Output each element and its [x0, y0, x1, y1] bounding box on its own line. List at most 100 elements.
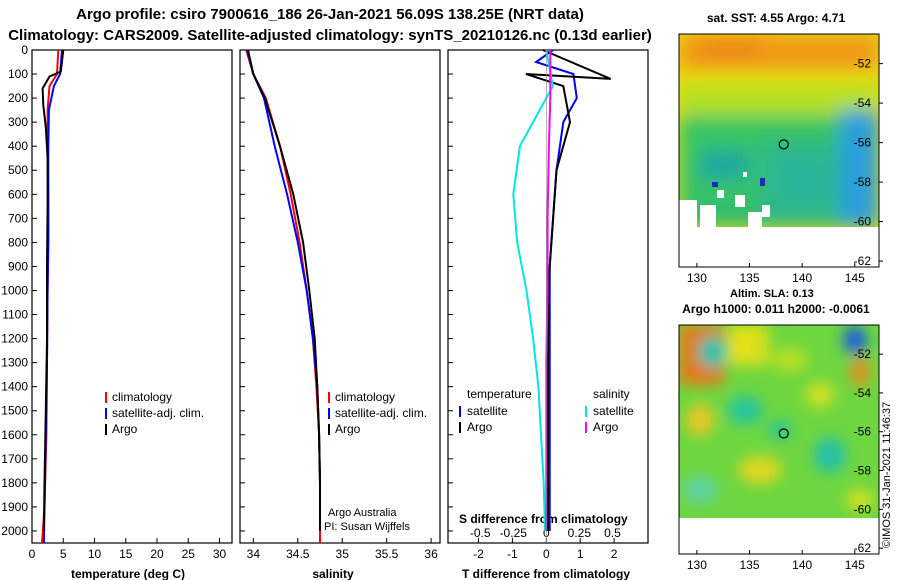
x-tick-label-secondary: 0.5 — [604, 526, 621, 540]
map-y-tick-label: -54 — [854, 96, 872, 110]
salinity-panel-frame — [239, 49, 441, 544]
map-x-tick-label: 145 — [845, 271, 865, 285]
map-y-tick-label: -60 — [854, 502, 872, 516]
x-tick-label: 5 — [60, 547, 67, 561]
map-y-tick-label: -52 — [854, 347, 872, 361]
x-tick-label: -1 — [507, 547, 518, 561]
series-line-argo — [247, 49, 321, 531]
sla-map-title-line2: Argo h1000: 0.011 h2000: -0.0061 — [682, 302, 870, 316]
y-tick-label: 600 — [8, 187, 28, 201]
legend-swatch-satellite — [105, 408, 107, 419]
x-tick-label: 15 — [119, 547, 133, 561]
legend-swatch-climatology — [328, 392, 330, 403]
map-x-tick-label: 135 — [740, 271, 760, 285]
x-tick-label: 20 — [150, 547, 164, 561]
legend-swatch-argo — [105, 424, 107, 435]
legend-swatch-sal-argo — [585, 422, 587, 433]
sla-map-title-line1: Altim. SLA: 0.13 — [730, 288, 814, 300]
x-tick-label: 1 — [577, 547, 584, 561]
y-tick-label: 100 — [8, 67, 28, 81]
difference-panel-frame — [447, 49, 649, 544]
map-x-tick-label: 140 — [792, 558, 812, 572]
map-x-tick-label: 135 — [740, 558, 760, 572]
legend-swatch-argo — [328, 424, 330, 435]
x-tick-label: 34.5 — [286, 547, 310, 561]
legend-title-salinity: salinity — [593, 387, 630, 401]
y-tick-label: 700 — [8, 211, 28, 225]
legend-swatch-temp-argo — [459, 422, 461, 433]
map-y-tick-label: -56 — [854, 425, 872, 439]
y-tick-label: 1700 — [1, 452, 28, 466]
x-axis-label-temperature: temperature (deg C) — [71, 567, 185, 580]
x-axis-label-salinity: salinity — [312, 567, 354, 580]
map-y-tick-label: -52 — [854, 57, 872, 71]
y-tick-label: 1500 — [1, 404, 28, 418]
y-tick-label: 1200 — [1, 332, 28, 346]
sst-map-nodata — [679, 227, 879, 267]
sst-ice-gaps — [679, 172, 770, 227]
x-tick-label: 35 — [336, 547, 350, 561]
x-tick-label-secondary: -0.5 — [470, 526, 491, 540]
map-y-tick-label: -60 — [854, 215, 872, 229]
map-x-tick-label: 145 — [845, 558, 865, 572]
y-tick-label: 900 — [8, 259, 28, 273]
map-y-tick-label: -58 — [854, 464, 872, 478]
sla-map-nodata — [679, 518, 879, 554]
y-tick-label: 400 — [8, 139, 28, 153]
y-tick-label: 1400 — [1, 380, 28, 394]
y-tick-label: 1100 — [2, 308, 28, 322]
map-y-tick-label: -54 — [854, 386, 872, 400]
y-tick-label: 1600 — [1, 428, 28, 442]
y-tick-label: 200 — [8, 91, 28, 105]
sla-map-field — [679, 325, 879, 518]
annotation-line: PI: Susan Wijffels — [324, 521, 410, 533]
x-tick-label: 0 — [29, 547, 36, 561]
legend-swatch-temp-satellite — [459, 406, 461, 417]
x-tick-label: 10 — [88, 547, 102, 561]
x-tick-label-secondary: -0.25 — [500, 526, 528, 540]
y-tick-label: 1800 — [1, 476, 28, 490]
sst-map-field — [679, 34, 879, 227]
series-line-climatology — [245, 49, 321, 543]
map-x-tick-label: 130 — [687, 558, 707, 572]
sla-map-frame — [678, 324, 880, 555]
annotation-line: Argo Australia — [328, 507, 397, 519]
sst-map-frame — [678, 33, 880, 268]
sst-map-title: sat. SST: 4.55 Argo: 4.71 — [707, 11, 846, 25]
legend-title-temperature: temperature — [467, 387, 532, 401]
series-line-argo — [41, 49, 65, 532]
legend-swatch-climatology — [105, 392, 107, 403]
argo-position-marker — [778, 428, 789, 439]
copyright-credit: ©IMOS 31-Jan-2021 11:46:37 — [881, 402, 893, 548]
legend-swatch-satellite — [328, 408, 330, 419]
x-axis-label-difference: T difference from climatology — [462, 567, 630, 580]
chart-title-line2: Climatology: CARS2009. Satellite-adjuste… — [8, 27, 652, 44]
legend-label: Argo — [467, 420, 493, 434]
secondary-axis-label: S difference from climatology — [459, 512, 628, 526]
salinity-legend: climatology satellite-adj. clim. Argo Ar… — [324, 390, 427, 533]
y-tick-label: 1000 — [1, 283, 28, 297]
x-tick-label: 0 — [543, 547, 550, 561]
y-tick-label: 1900 — [1, 500, 28, 514]
map-y-tick-label: -56 — [854, 136, 872, 150]
x-tick-label: 25 — [182, 547, 196, 561]
legend-label: satellite — [593, 404, 634, 418]
y-tick-label: 0 — [21, 43, 28, 57]
y-tick-label: 1300 — [1, 356, 28, 370]
y-tick-label: 500 — [8, 163, 28, 177]
chart-title-line1: Argo profile: csiro 7900616_186 26-Jan-2… — [76, 6, 584, 23]
legend-label: Argo — [593, 420, 619, 434]
series-line-temperature-argo — [525, 49, 612, 531]
legend-label: climatology — [335, 390, 395, 404]
temperature-legend: climatology satellite-adj. clim. Argo — [105, 390, 204, 436]
legend-label: Argo — [335, 422, 361, 436]
x-tick-label: 35.5 — [375, 547, 399, 561]
x-tick-label: 30 — [213, 547, 227, 561]
series-line-salinity-satellite — [512, 49, 554, 532]
map-y-tick-label: -62 — [854, 541, 872, 555]
y-tick-label: 800 — [8, 235, 28, 249]
legend-label: satellite — [467, 404, 508, 418]
legend-label: climatology — [112, 390, 172, 404]
difference-legend: temperature salinity satellite Argo sate… — [459, 387, 634, 526]
